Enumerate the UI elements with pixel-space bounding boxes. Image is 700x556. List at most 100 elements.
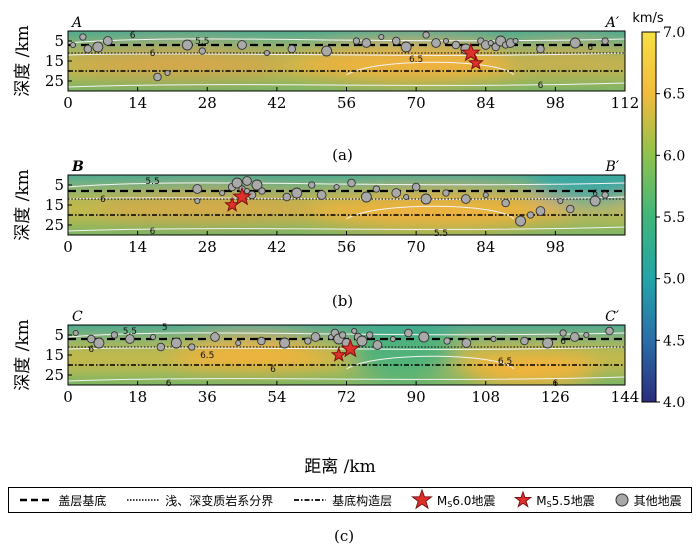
- x-tick-label: 98: [546, 238, 565, 256]
- earthquake-point: [420, 193, 432, 205]
- small-star-icon: [514, 491, 533, 508]
- x-tick-label: 108: [471, 388, 500, 406]
- earthquake-point: [391, 188, 402, 198]
- legend-item-ms55: MS5.5地震: [514, 491, 595, 509]
- profile-end-label: B′: [605, 159, 620, 175]
- earthquake-point: [583, 331, 590, 339]
- profile-end-label: C′: [605, 309, 620, 325]
- panel-a: 6 5.5 6 6.5 6 6 0 14 28 42 56 70 84 98 112 5 15 25 深度 /km A…: [13, 15, 640, 164]
- y-tick-label: 15: [45, 52, 64, 70]
- earthquake-point: [198, 47, 206, 55]
- earthquake-point: [219, 189, 226, 197]
- legend-label-ms55: MS5.5地震: [536, 493, 595, 509]
- earthquake-point: [391, 36, 401, 46]
- circle-icon: [615, 493, 629, 507]
- colorbar-tick-label: 4.0: [663, 395, 685, 411]
- earthquake-point: [389, 335, 396, 343]
- earthquake-point: [69, 41, 77, 49]
- figure-caption-b: (b): [332, 292, 353, 310]
- earthquake-point: [231, 177, 243, 189]
- y-tick-label: 25: [45, 366, 64, 384]
- legend-label-shallow-deep: 浅、深变质岩系分界: [165, 493, 274, 508]
- earthquake-point: [378, 33, 385, 41]
- earthquake-point: [210, 332, 220, 342]
- y-axis-title: 深度 /km: [13, 169, 33, 241]
- contour-label: 6: [150, 49, 156, 59]
- earthquake-point: [451, 40, 461, 50]
- earthquake-point: [356, 335, 368, 347]
- colorbar-unit: km/s: [632, 11, 664, 26]
- contour-label: 6.5: [498, 357, 512, 367]
- earthquake-point: [535, 206, 546, 216]
- x-axis-title: 距离 /km: [304, 457, 376, 477]
- earthquake-point: [461, 194, 471, 204]
- earthquake-point: [156, 342, 166, 352]
- x-tick-label: 144: [611, 388, 640, 406]
- dash-dot-line-icon: [294, 499, 327, 501]
- earthquake-point: [242, 176, 252, 186]
- earthquake-point: [589, 195, 601, 207]
- x-tick-label: 36: [198, 388, 217, 406]
- contour-label: 6: [150, 227, 156, 237]
- earthquake-point: [557, 197, 564, 205]
- x-tick-label: 0: [63, 238, 73, 256]
- y-tick-label: 25: [45, 216, 64, 234]
- contour-lines: [68, 332, 625, 382]
- ms60-star: [232, 186, 252, 206]
- earthquake-point: [170, 337, 182, 349]
- colorbar-tick-label: 6.5: [663, 87, 685, 103]
- earthquake-point: [559, 329, 567, 337]
- x-tick-label: 98: [546, 94, 565, 112]
- earthquake-point: [351, 327, 358, 335]
- x-tick-label: 126: [541, 388, 570, 406]
- contour-label: 6: [166, 379, 172, 389]
- earthquake-point: [102, 36, 113, 46]
- x-tick-label: 112: [611, 94, 640, 112]
- earthquake-point: [188, 343, 196, 351]
- y-tick-label: 15: [45, 196, 64, 214]
- earthquake-point: [279, 337, 291, 349]
- earthquake-point: [361, 38, 372, 48]
- earthquake-point: [92, 41, 104, 53]
- earthquake-point: [333, 183, 340, 191]
- earthquake-point: [487, 39, 494, 47]
- x-tick-label: 42: [267, 94, 286, 112]
- contour-label: 6: [130, 31, 136, 41]
- earthquake-point: [237, 40, 247, 50]
- x-tick-label: 70: [407, 238, 426, 256]
- earthquake-point: [431, 38, 441, 48]
- earthquake-point: [569, 332, 580, 342]
- colorbar-tick-label: 4.5: [663, 333, 685, 349]
- legend-label-ms60: MS6.0地震: [436, 493, 496, 509]
- colorbar-tick-label: 5.0: [663, 272, 685, 288]
- legend-item-other: 其他地震: [614, 492, 682, 509]
- y-axis-title: 深度 /km: [13, 25, 33, 97]
- earthquake-point: [308, 181, 316, 189]
- earthquake-point: [501, 198, 510, 208]
- contour-label: 6: [592, 189, 598, 199]
- earthquake-point: [443, 337, 451, 345]
- contour-label: 6: [88, 345, 94, 355]
- earthquake-point: [291, 187, 303, 199]
- earthquake-point: [181, 39, 193, 51]
- y-axis-title: 深度 /km: [13, 319, 33, 391]
- panel-c: 5.5566.566.56660183654729010812614451525…: [13, 309, 640, 406]
- legend: 盖层基底 浅、深变质岩系分界 基底构造层 MS6.0地震 MS5.5地震 其他地…: [8, 487, 692, 513]
- earthquake-point: [372, 185, 380, 193]
- x-tick-label: 84: [476, 238, 495, 256]
- earthquake-point: [418, 331, 430, 343]
- contour-label: 6: [587, 43, 593, 53]
- legend-label-sediment-base: 盖层基底: [58, 493, 107, 508]
- x-tick-label: 42: [267, 238, 286, 256]
- earthquake-point: [164, 69, 171, 77]
- profile-end-label: A′: [604, 15, 620, 31]
- earthquake-point: [520, 336, 529, 346]
- x-tick-label: 0: [63, 388, 73, 406]
- x-tick-label: 56: [337, 94, 356, 112]
- contour-label: 6: [560, 337, 566, 347]
- earthquake-point: [257, 336, 266, 346]
- earthquake-point: [400, 41, 412, 53]
- earthquake-point: [347, 178, 356, 188]
- earthquake-point: [316, 190, 327, 200]
- earthquake-point: [372, 340, 383, 350]
